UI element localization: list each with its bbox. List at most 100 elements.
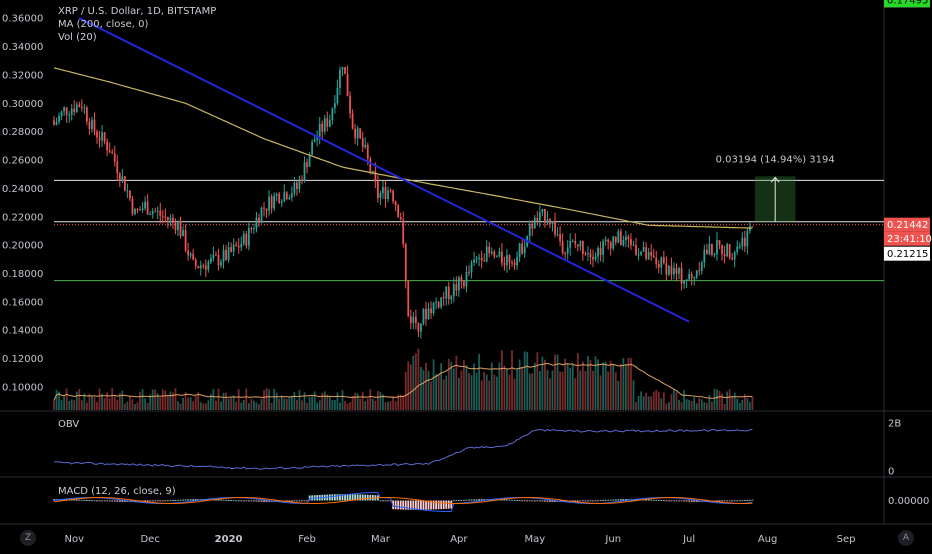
volume-bar bbox=[346, 403, 349, 410]
candle bbox=[285, 191, 288, 201]
volume-bar bbox=[657, 391, 660, 410]
macd-hist-bar bbox=[397, 500, 400, 510]
macd-hist-bar bbox=[425, 500, 427, 510]
candle-body bbox=[468, 271, 470, 273]
downtrend-line[interactable] bbox=[78, 17, 690, 323]
macd-hist-bar bbox=[544, 500, 546, 502]
candle-body bbox=[559, 234, 561, 242]
macd-hist-bar bbox=[579, 500, 582, 502]
ma-value-tag[interactable]: 0.21215 bbox=[884, 246, 930, 261]
volume-bar bbox=[640, 391, 642, 410]
countdown-tag[interactable]: 23:41:10 bbox=[884, 231, 932, 246]
candle bbox=[488, 241, 491, 258]
volume-bar bbox=[584, 370, 587, 410]
candle bbox=[293, 176, 296, 197]
candle bbox=[731, 252, 734, 261]
candle bbox=[164, 208, 167, 223]
macd-hist-bar bbox=[121, 500, 124, 502]
candle bbox=[159, 202, 162, 224]
candle bbox=[718, 239, 721, 250]
candle bbox=[311, 139, 313, 155]
macd-hist-bar bbox=[549, 500, 551, 502]
candle bbox=[177, 219, 179, 237]
price-tick-label: 0.36000 bbox=[2, 14, 43, 25]
candle bbox=[647, 247, 650, 260]
volume-bar bbox=[75, 391, 78, 410]
candle bbox=[204, 259, 207, 277]
volume-bar bbox=[455, 355, 458, 410]
candle-body bbox=[506, 255, 508, 266]
volume-bar bbox=[442, 379, 445, 410]
macd-label[interactable]: MACD (12, 26, close, 9) bbox=[58, 486, 176, 497]
candle bbox=[751, 226, 754, 228]
candle bbox=[389, 188, 392, 193]
macd-hist-bar bbox=[303, 500, 306, 502]
last-price-tag[interactable]: 0.21442 bbox=[884, 217, 930, 232]
volume-bar bbox=[68, 400, 71, 410]
macd-hist-bar bbox=[382, 500, 384, 502]
candle bbox=[374, 162, 377, 188]
candle bbox=[106, 138, 109, 157]
candle-body bbox=[635, 245, 637, 255]
candle-body bbox=[356, 128, 359, 139]
ma-indicator-label[interactable]: MA (200, close, 0) bbox=[58, 19, 149, 30]
volume-bar bbox=[123, 403, 126, 410]
volume-bar bbox=[192, 401, 195, 410]
candle bbox=[323, 114, 326, 135]
candle-body bbox=[285, 192, 288, 200]
volume-bar bbox=[306, 402, 308, 410]
candle bbox=[680, 262, 683, 291]
candle bbox=[328, 114, 331, 128]
macd-hist-bar bbox=[574, 500, 577, 502]
volume-bar bbox=[141, 389, 144, 410]
macd-hist-bar bbox=[678, 500, 680, 502]
volume-bar bbox=[91, 396, 93, 410]
volume-bar bbox=[242, 400, 245, 410]
ma-value-tag-text: 0.21215 bbox=[887, 249, 928, 260]
macd-hist-bar bbox=[215, 499, 217, 501]
obv-label[interactable]: OBV bbox=[58, 419, 80, 430]
macd-hist-bar bbox=[296, 500, 298, 502]
candle bbox=[356, 125, 359, 146]
symbol-title[interactable]: XRP / U.S. Dollar, 1D, BITSTAMP bbox=[58, 6, 217, 17]
macd-hist-bar bbox=[508, 499, 511, 501]
candle-body bbox=[556, 234, 559, 236]
candle-body bbox=[705, 249, 708, 254]
candle bbox=[622, 235, 625, 247]
macd-hist-bar bbox=[746, 500, 749, 501]
candle bbox=[627, 234, 630, 248]
macd-legend: MACD (12, 26, close, 9) bbox=[58, 486, 176, 497]
candle-body bbox=[242, 233, 245, 244]
macd-hist-bar bbox=[437, 500, 440, 510]
volume-indicator-label[interactable]: Vol (20) bbox=[58, 32, 97, 43]
candle-body bbox=[473, 259, 475, 263]
candle bbox=[678, 266, 680, 280]
candle bbox=[96, 129, 98, 144]
candle bbox=[78, 101, 81, 108]
volume-bar bbox=[422, 370, 425, 410]
zoom-toggle-button[interactable]: Z bbox=[20, 530, 36, 546]
candle-body bbox=[647, 252, 650, 260]
time-axis[interactable]: Nov Dec 2020 Feb Mar Apr May Jun Jul Aug Sep bbox=[64, 534, 855, 545]
macd-hist-bar bbox=[551, 500, 554, 502]
candle bbox=[705, 243, 708, 255]
candle-body bbox=[354, 128, 357, 139]
volume-bar bbox=[673, 389, 675, 410]
candle-body bbox=[703, 249, 706, 263]
candle-body bbox=[377, 181, 379, 199]
candle bbox=[166, 216, 169, 229]
volume-bar bbox=[303, 392, 306, 410]
macd-hist-bar bbox=[726, 500, 728, 502]
macd-hist-bar bbox=[647, 499, 650, 501]
support-price-tag[interactable]: 0.17495 bbox=[884, 0, 930, 8]
volume-bar bbox=[688, 399, 691, 410]
candle bbox=[93, 112, 96, 136]
macd-hist-bar bbox=[716, 500, 718, 502]
volume-bar bbox=[136, 402, 139, 410]
candle bbox=[116, 154, 119, 181]
candle bbox=[361, 131, 364, 153]
auto-scale-button[interactable]: A bbox=[898, 530, 914, 546]
price-axis[interactable]: 0.36000 0.34000 0.32000 0.30000 0.28000 0.260… bbox=[2, 14, 43, 394]
